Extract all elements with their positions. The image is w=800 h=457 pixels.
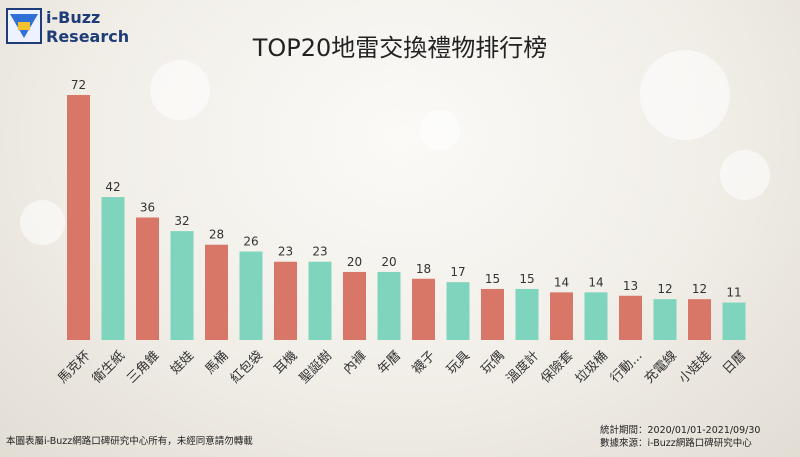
bar-衛生紙 xyxy=(101,197,125,340)
data-source: 數據來源：i-Buzz網路口碑研究中心 xyxy=(600,438,752,449)
data-label: 32 xyxy=(174,214,189,228)
logo-icon xyxy=(6,8,42,44)
x-tick-label: 馬克杯 xyxy=(55,348,93,386)
source-note: 統計期間：2020/01/01-2021/09/30 數據來源：i-Buzz網路… xyxy=(600,424,790,450)
bar-馬桶 xyxy=(205,244,228,340)
brand-logo: i-Buzz Research xyxy=(6,6,146,46)
data-label: 15 xyxy=(519,272,534,286)
x-tick-label: 耳機 xyxy=(272,348,301,377)
x-tick-label: 年曆 xyxy=(375,348,404,377)
bar-玩偶 xyxy=(481,288,504,340)
bar-三角錐 xyxy=(136,217,159,340)
x-tick-label: 襪子 xyxy=(410,348,439,377)
bar-充電線 xyxy=(653,299,677,340)
bar-日曆 xyxy=(722,302,746,340)
data-label: 17 xyxy=(450,265,465,279)
x-tick-label: 三角錐 xyxy=(124,348,162,386)
data-label: 11 xyxy=(726,286,741,300)
data-label: 26 xyxy=(243,235,258,249)
data-label: 36 xyxy=(140,201,155,215)
bar-耳機 xyxy=(274,261,297,340)
bar-紅包袋 xyxy=(239,251,263,340)
bar-玩具 xyxy=(446,282,470,340)
data-label: 15 xyxy=(485,272,500,286)
data-label: 14 xyxy=(588,275,603,289)
data-label: 23 xyxy=(312,245,327,259)
x-tick-label: 馬桶 xyxy=(203,348,232,377)
data-label: 20 xyxy=(381,255,396,269)
data-label: 72 xyxy=(71,78,86,92)
x-tick-label: 溫度計 xyxy=(503,348,542,387)
x-tick-label: 玩具 xyxy=(444,348,473,377)
data-label: 20 xyxy=(347,255,362,269)
snow-bokeh xyxy=(420,110,460,150)
stat-period: 統計期間：2020/01/01-2021/09/30 xyxy=(600,425,761,436)
x-tick-label: 衛生紙 xyxy=(90,348,128,386)
data-label: 13 xyxy=(623,279,638,293)
x-tick-label: 日曆 xyxy=(720,348,749,377)
x-tick-label: 內褲 xyxy=(341,348,370,377)
bar-娃娃 xyxy=(170,231,194,340)
data-label: 12 xyxy=(657,282,672,296)
bar-行動... xyxy=(619,295,642,340)
data-label: 28 xyxy=(209,228,224,242)
x-tick-label: 充電線 xyxy=(641,348,680,387)
bar-襪子 xyxy=(412,278,435,340)
chart-title: TOP20地雷交換禮物排行榜 xyxy=(252,34,548,62)
bar-年曆 xyxy=(377,271,401,340)
snow-bokeh xyxy=(20,200,65,245)
bar-保險套 xyxy=(550,292,573,340)
x-tick-label: 行動... xyxy=(608,348,646,386)
bar-小娃娃 xyxy=(688,299,711,340)
x-tick-label: 保險套 xyxy=(538,348,577,387)
data-label: 12 xyxy=(692,282,707,296)
data-label: 14 xyxy=(554,275,569,289)
x-tick-label: 娃娃 xyxy=(168,348,197,377)
data-label: 18 xyxy=(416,262,431,276)
bar-聖誕樹 xyxy=(308,261,332,340)
x-tick-label: 小娃娃 xyxy=(676,348,714,386)
bar-溫度計 xyxy=(515,288,539,340)
copyright-note: 本圖表屬i-Buzz網路口碑研究中心所有，未經同意請勿轉載 xyxy=(6,436,253,447)
data-label: 42 xyxy=(105,180,120,194)
bar-內褲 xyxy=(343,271,366,340)
data-label: 23 xyxy=(278,245,293,259)
bar-馬克杯 xyxy=(67,95,90,340)
snow-bokeh xyxy=(150,60,210,120)
x-tick-label: 聖誕樹 xyxy=(297,348,335,386)
snow-bokeh xyxy=(640,50,730,140)
logo-text-line1: i-Buzz xyxy=(46,8,101,27)
snow-bokeh xyxy=(720,150,770,200)
bar-垃圾桶 xyxy=(584,292,608,340)
x-tick-label: 紅包袋 xyxy=(228,348,266,386)
x-tick-label: 玩偶 xyxy=(479,348,508,377)
x-tick-label: 垃圾桶 xyxy=(573,348,611,386)
logo-text-line2: Research xyxy=(46,27,130,46)
